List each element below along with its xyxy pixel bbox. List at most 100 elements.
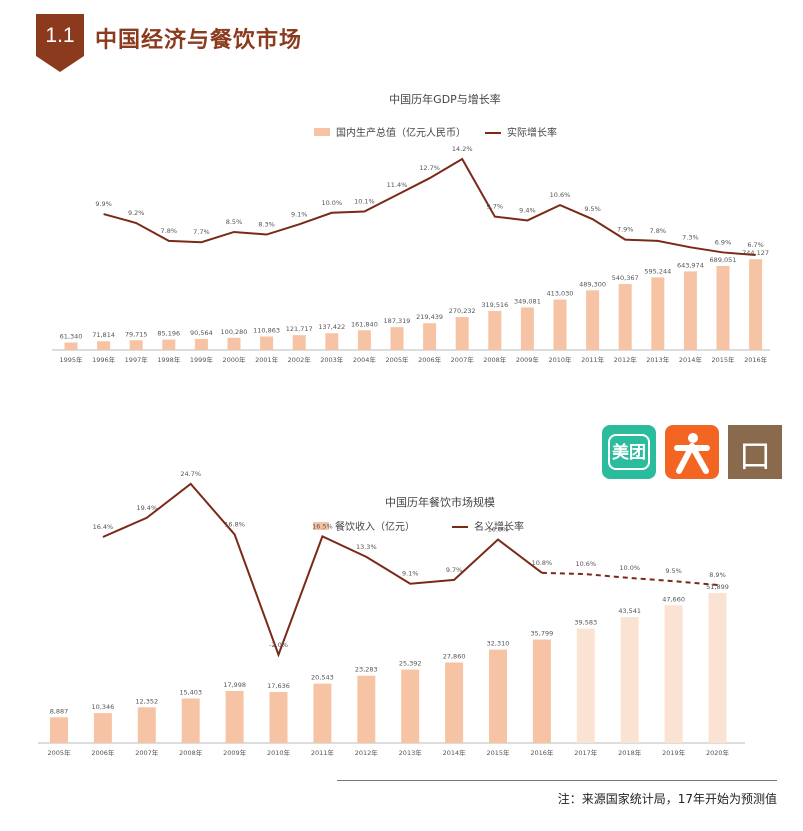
- x-tick-label: 2016年: [530, 748, 554, 757]
- growth-value-label: 9.1%: [402, 570, 419, 578]
- note-divider: [337, 780, 777, 781]
- growth-value-label: 10.1%: [354, 197, 375, 205]
- growth-value-label: 9.5%: [584, 205, 601, 213]
- bar-value-label: 413,030: [547, 290, 574, 298]
- bar: [445, 662, 464, 743]
- bar-value-label: 43,541: [618, 607, 641, 615]
- bar: [455, 317, 469, 350]
- bar-value-label: 121,717: [286, 325, 313, 333]
- bar-value-label: 643,974: [677, 261, 704, 269]
- bar: [357, 675, 376, 743]
- bar-value-label: 689,051: [710, 256, 737, 264]
- x-tick-label: 2013年: [399, 748, 423, 757]
- x-tick-label: 2013年: [646, 355, 670, 364]
- growth-value-label: 13.3%: [356, 543, 377, 551]
- bar-value-label: 90,564: [190, 329, 213, 337]
- x-tick-label: 2011年: [581, 355, 605, 364]
- bar-value-label: 71,814: [92, 331, 115, 339]
- bar: [683, 271, 697, 350]
- bar: [708, 593, 727, 743]
- x-tick-label: 2002年: [288, 355, 312, 364]
- bar: [181, 698, 200, 743]
- bar: [401, 669, 420, 743]
- growth-value-label: 8.5%: [226, 218, 243, 226]
- bar: [227, 337, 241, 350]
- bar: [532, 639, 551, 743]
- bar: [553, 299, 567, 350]
- growth-value-label: 7.7%: [193, 228, 210, 236]
- growth-value-label: 6.9%: [715, 238, 732, 246]
- bar: [357, 330, 371, 350]
- bar: [325, 333, 339, 350]
- x-tick-label: 2010年: [267, 748, 291, 757]
- bar-value-label: 540,367: [612, 274, 639, 282]
- growth-value-label: 12.7%: [419, 164, 440, 172]
- bar-value-label: 595,244: [644, 267, 671, 275]
- bar-value-label: 12,352: [135, 697, 158, 705]
- x-tick-label: 2011年: [311, 748, 335, 757]
- growth-value-label: 9.2%: [128, 209, 145, 217]
- bar-value-label: 20,543: [311, 674, 334, 682]
- x-tick-label: 2018年: [618, 748, 642, 757]
- growth-value-label: 19.4%: [136, 504, 157, 512]
- bar-value-label: 35,799: [531, 630, 554, 638]
- growth-value-label: -2.0%: [269, 641, 288, 649]
- growth-value-label: 9.5%: [665, 567, 682, 575]
- growth-value-label: 10.0%: [619, 564, 640, 572]
- koubei-logo-text: 口碑: [738, 437, 771, 521]
- bar-value-label: 79,715: [125, 330, 148, 338]
- bar-value-label: 187,319: [384, 317, 411, 325]
- x-tick-label: 2003年: [320, 355, 344, 364]
- bar-value-label: 25,392: [399, 660, 422, 668]
- bar: [520, 307, 534, 350]
- growth-value-label: 6.7%: [747, 241, 764, 249]
- bar: [162, 339, 176, 350]
- growth-value-label: 8.9%: [709, 571, 726, 579]
- bar-value-label: 744,127: [742, 249, 769, 257]
- bar-value-label: 137,422: [318, 323, 345, 331]
- bar: [576, 628, 595, 743]
- legend-label-bar: 餐饮收入（亿元）: [335, 520, 415, 533]
- bar-value-label: 8,887: [50, 707, 69, 715]
- x-tick-label: 1997年: [125, 355, 149, 364]
- growth-value-label: 16.8%: [224, 520, 245, 528]
- growth-value-label: 9.7%: [446, 566, 463, 574]
- x-tick-label: 2009年: [223, 748, 247, 757]
- x-tick-label: 2006年: [418, 355, 442, 364]
- bar-value-label: 61,340: [60, 333, 83, 341]
- growth-value-label: 10.6%: [575, 560, 596, 568]
- bar-value-label: 15,403: [179, 688, 202, 696]
- growth-value-label: 7.8%: [650, 227, 667, 235]
- x-tick-label: 2015年: [486, 748, 510, 757]
- bar-value-label: 17,636: [267, 682, 290, 690]
- bar: [423, 323, 437, 350]
- x-tick-label: 1999年: [190, 355, 214, 364]
- x-tick-label: 2006年: [91, 748, 115, 757]
- legend-label-bar: 国内生产总值（亿元人民币）: [336, 126, 466, 139]
- page-title: 中国经济与餐饮市场: [95, 28, 303, 53]
- source-note: 注：来源国家统计局，17年开始为预测值: [557, 792, 777, 806]
- bar: [64, 342, 78, 350]
- growth-line-forecast: [541, 571, 718, 586]
- bar: [620, 617, 639, 743]
- dianping-icon: [674, 433, 710, 474]
- bar: [313, 683, 332, 743]
- bar-value-label: 270,232: [449, 307, 476, 315]
- growth-value-label: 8.3%: [258, 221, 275, 229]
- growth-value-label: 10.6%: [550, 191, 571, 199]
- bar: [390, 327, 404, 350]
- growth-value-label: 16.4%: [93, 523, 114, 531]
- badge-shape: [36, 14, 84, 72]
- bar: [260, 336, 274, 350]
- x-tick-label: 2015年: [711, 355, 735, 364]
- growth-value-label: 9.9%: [95, 200, 112, 208]
- growth-line: [102, 482, 543, 658]
- growth-value-label: 7.8%: [161, 227, 178, 235]
- x-tick-label: 2007年: [451, 355, 475, 364]
- bar-value-label: 489,300: [579, 280, 606, 288]
- bar: [194, 338, 208, 350]
- bar: [489, 649, 507, 743]
- growth-value-label: 11.4%: [387, 181, 408, 189]
